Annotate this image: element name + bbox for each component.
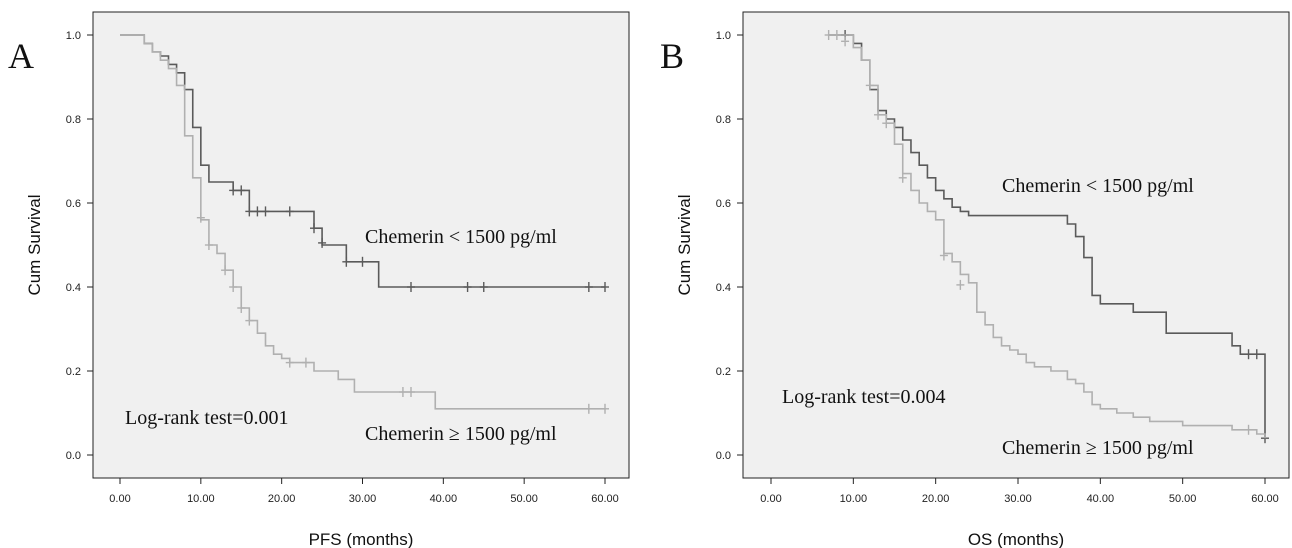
y-tick-label: 0.8 bbox=[716, 114, 731, 126]
x-tick-label: 30.00 bbox=[1004, 493, 1032, 505]
censor-mark bbox=[229, 282, 238, 292]
y-tick-label: 1.0 bbox=[716, 30, 731, 42]
series-2-curve bbox=[828, 34, 1266, 439]
censor-mark bbox=[407, 387, 415, 397]
x-tick-label: 40.00 bbox=[430, 493, 458, 505]
censor-mark bbox=[285, 357, 294, 368]
censor-mark bbox=[358, 256, 367, 267]
x-tick-label: 10.00 bbox=[187, 493, 215, 505]
ticks: 0.00 10.00 20.00 30.00 40.00 50.00 60.00 0.0 0.2… bbox=[66, 30, 619, 505]
x-tick-label: 10.00 bbox=[840, 493, 868, 505]
censor-mark bbox=[956, 279, 965, 290]
annotation-chemerin-low: Chemerin < 1500 pg/ml bbox=[1002, 175, 1194, 197]
censor-mark bbox=[1244, 349, 1253, 360]
x-tick-label: 20.00 bbox=[922, 493, 950, 505]
censor-mark bbox=[1244, 424, 1253, 435]
censor-mark bbox=[285, 206, 294, 217]
x-axis-title: OS (months) bbox=[968, 530, 1064, 548]
censor-mark bbox=[310, 223, 318, 234]
y-tick-label: 0.6 bbox=[66, 198, 81, 210]
y-tick-label: 1.0 bbox=[66, 30, 81, 42]
censor-mark bbox=[865, 80, 874, 91]
censor-mark bbox=[204, 240, 213, 250]
x-tick-label: 0.00 bbox=[760, 493, 781, 505]
panel-label: B bbox=[660, 36, 684, 76]
x-tick-label: 0.00 bbox=[109, 493, 130, 505]
y-tick-label: 0.8 bbox=[66, 114, 81, 126]
censor-mark bbox=[601, 282, 609, 292]
panel-b: B 0.00 10.00 20.00 30.00 40.00 50.00 60.000.00… bbox=[660, 11, 1290, 548]
y-tick-label: 0.2 bbox=[716, 366, 731, 378]
censor-mark bbox=[245, 206, 254, 217]
censor-mark bbox=[463, 282, 472, 292]
y-tick-label: 0.2 bbox=[66, 366, 81, 378]
annotation-log-rank: Log-rank test=0.004 bbox=[782, 386, 945, 408]
x-tick-label: 60.00 bbox=[591, 493, 619, 505]
censor-mark bbox=[1252, 349, 1261, 360]
x-tick-label: 20.00 bbox=[268, 493, 296, 505]
survival-curves bbox=[824, 30, 1269, 444]
annotation-chemerin-low: Chemerin < 1500 pg/ml bbox=[365, 226, 557, 248]
censor-mark bbox=[245, 315, 254, 326]
censor-mark bbox=[584, 403, 593, 414]
x-tick-label: 40.00 bbox=[1087, 493, 1115, 505]
censor-mark bbox=[196, 212, 205, 223]
ticks: 0.00 10.00 20.00 30.00 40.00 50.00 60.00 0.0 0.2… bbox=[716, 30, 1279, 505]
censor-mark bbox=[407, 282, 415, 292]
censor-mark bbox=[874, 109, 883, 120]
censor-mark bbox=[398, 387, 407, 397]
censor-mark bbox=[261, 206, 270, 217]
plot-area bbox=[742, 11, 1290, 479]
censor-mark bbox=[824, 30, 833, 40]
censor-mark bbox=[584, 282, 593, 292]
y-tick-label: 0.4 bbox=[66, 282, 81, 294]
censor-mark bbox=[479, 282, 488, 292]
x-tick-label: 50.00 bbox=[1169, 493, 1197, 505]
censor-mark bbox=[832, 30, 841, 40]
panel-label: A bbox=[8, 36, 34, 76]
censor-mark bbox=[882, 118, 891, 129]
censor-mark bbox=[601, 403, 609, 414]
y-tick-label: 0.0 bbox=[66, 450, 81, 462]
y-axis-title: Cum Survival bbox=[675, 194, 694, 295]
x-axis-title: PFS (months) bbox=[309, 530, 414, 548]
censor-mark bbox=[221, 265, 230, 276]
censor-mark bbox=[318, 237, 327, 248]
panel-a: A 0.00 10.00 20.00 30.00 40.00 50.00 60.000.00… bbox=[8, 11, 630, 548]
y-tick-label: 0.0 bbox=[716, 450, 731, 462]
censor-mark bbox=[342, 256, 351, 267]
annotation-chemerin-high: Chemerin ≥ 1500 pg/ml bbox=[365, 423, 557, 445]
y-tick-label: 0.6 bbox=[716, 198, 731, 210]
censor-mark bbox=[229, 185, 238, 196]
censor-mark bbox=[237, 303, 246, 313]
x-tick-label: 30.00 bbox=[349, 493, 377, 505]
y-tick-label: 0.4 bbox=[716, 282, 731, 294]
x-tick-label: 60.00 bbox=[1251, 493, 1279, 505]
censor-mark bbox=[237, 185, 246, 196]
x-tick-label: 50.00 bbox=[510, 493, 538, 505]
annotation-log-rank: Log-rank test=0.001 bbox=[125, 407, 288, 429]
censor-mark bbox=[841, 36, 850, 47]
survival-curves bbox=[120, 34, 609, 414]
series-1-curve bbox=[828, 34, 1266, 439]
y-axis-title: Cum Survival bbox=[25, 194, 44, 295]
censor-mark bbox=[301, 357, 310, 368]
plot-area bbox=[92, 11, 630, 479]
censor-mark bbox=[939, 250, 948, 261]
annotation-chemerin-high: Chemerin ≥ 1500 pg/ml bbox=[1002, 437, 1194, 459]
censor-mark bbox=[253, 206, 262, 217]
censor-mark bbox=[898, 172, 907, 183]
